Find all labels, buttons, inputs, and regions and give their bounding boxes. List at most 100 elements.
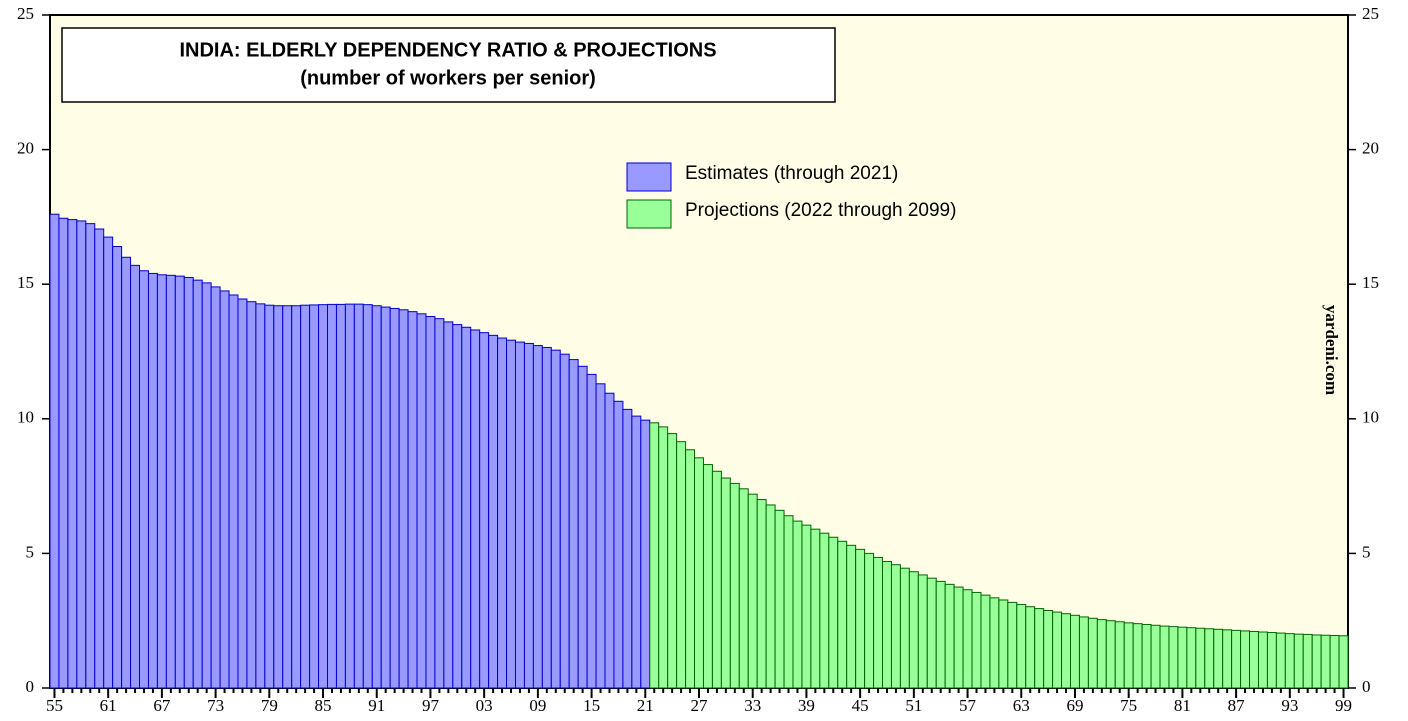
bar: [1338, 635, 1349, 689]
bar: [971, 591, 982, 689]
bar: [1186, 627, 1197, 689]
bar: [121, 256, 132, 689]
x-tick-label: 39: [798, 696, 815, 715]
bar: [318, 304, 329, 689]
bar: [130, 264, 141, 689]
legend-label: Projections (2022 through 2099): [685, 200, 956, 221]
chart-title: INDIA: ELDERLY DEPENDENCY RATIO & PROJEC…: [179, 39, 716, 61]
bar: [631, 415, 642, 689]
bar: [156, 274, 167, 689]
bar: [953, 586, 964, 689]
bar: [371, 305, 382, 689]
bar: [192, 279, 203, 689]
bar: [989, 597, 1000, 689]
bar: [1114, 621, 1125, 689]
bar: [917, 574, 928, 689]
bar: [1249, 630, 1259, 689]
x-tick-label: 81: [1174, 696, 1191, 715]
bar: [362, 304, 373, 689]
bar: [327, 303, 337, 689]
bar: [201, 282, 212, 689]
bar: [461, 326, 472, 689]
x-tick-label: 69: [1066, 696, 1083, 715]
bar: [828, 536, 839, 689]
watermark: yardeni.com: [1322, 305, 1341, 395]
bar: [1275, 632, 1286, 689]
bar: [658, 426, 669, 689]
bar: [139, 270, 149, 689]
bar: [801, 524, 812, 689]
bar: [1284, 633, 1295, 689]
bar: [1213, 628, 1224, 689]
bar: [85, 223, 96, 689]
bar: [246, 301, 257, 689]
x-tick-label: 93: [1281, 696, 1298, 715]
bar: [165, 274, 176, 689]
bar: [532, 345, 543, 689]
bar: [416, 313, 427, 689]
bar: [720, 477, 731, 689]
bar: [174, 275, 185, 689]
x-tick-label: 99: [1335, 696, 1352, 715]
bar: [1231, 629, 1242, 689]
bar: [792, 520, 803, 689]
bar: [1302, 633, 1313, 689]
bar: [783, 515, 794, 689]
bar: [676, 441, 687, 689]
bar: [264, 304, 275, 689]
x-tick-label: 51: [905, 696, 922, 715]
bar: [1195, 627, 1206, 689]
x-tick-label: 73: [207, 696, 224, 715]
bar: [577, 365, 588, 689]
bar: [1034, 608, 1045, 689]
x-tick-label: 15: [583, 696, 600, 715]
bar: [756, 499, 767, 689]
bar: [694, 457, 704, 689]
bar: [882, 560, 892, 689]
bar: [604, 392, 615, 689]
bar: [1150, 624, 1161, 689]
bar: [1141, 623, 1152, 689]
x-tick-label: 21: [637, 696, 654, 715]
bar: [255, 303, 266, 689]
bar: [434, 318, 445, 689]
bar: [738, 488, 749, 689]
bar: [622, 408, 633, 689]
bar: [488, 334, 499, 689]
y2-tick-label: 5: [1362, 542, 1371, 561]
bar: [300, 304, 311, 689]
y2-tick-label: 0: [1362, 677, 1371, 696]
x-tick-label: 33: [744, 696, 761, 715]
bar: [335, 303, 346, 689]
bar: [523, 342, 534, 689]
bar: [1266, 632, 1277, 689]
bar: [1293, 633, 1304, 689]
bar: [470, 329, 481, 689]
bar: [550, 349, 561, 689]
bar: [1257, 631, 1268, 689]
y-tick-label: 5: [26, 542, 35, 561]
bar: [425, 316, 436, 689]
bar: [1016, 604, 1027, 689]
bar: [774, 509, 785, 689]
y2-tick-label: 20: [1362, 139, 1379, 158]
bar: [479, 332, 490, 689]
bar: [210, 286, 221, 689]
bar: [353, 303, 364, 689]
y-tick-label: 20: [17, 139, 34, 158]
bar: [846, 544, 857, 689]
bar: [237, 298, 248, 689]
bar: [899, 567, 910, 689]
bar: [765, 504, 776, 689]
bar: [183, 276, 194, 689]
x-tick-label: 75: [1120, 696, 1137, 715]
chart-subtitle: (number of workers per senior): [300, 67, 596, 89]
bar: [1087, 617, 1098, 689]
bar: [1168, 626, 1179, 689]
bar: [443, 321, 454, 689]
bar: [711, 470, 722, 689]
bar: [1240, 630, 1251, 689]
bar: [1204, 628, 1215, 689]
bar: [541, 346, 552, 689]
